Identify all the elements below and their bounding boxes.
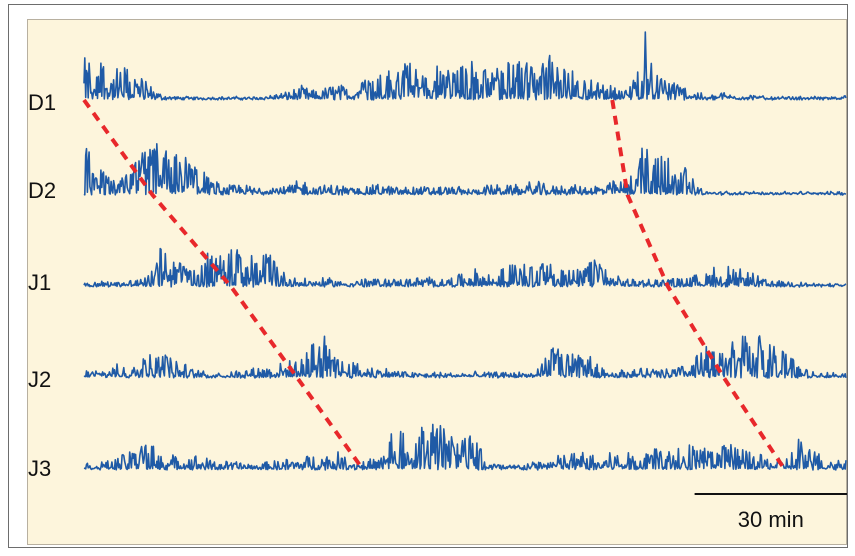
wave-line-1 [82,98,366,472]
series-label-d1: D1 [28,90,56,115]
trace-d2 [83,143,847,196]
trace-layer [83,31,847,471]
trace-d1 [83,31,847,101]
scale-bar-label: 30 min [738,507,804,532]
trace-j2 [83,335,847,379]
series-label-j2: J2 [28,367,51,392]
label-layer: D1 D2 J1 J2 J3 [28,90,56,481]
series-label-j1: J1 [28,270,51,295]
wave-line-2 [610,99,787,472]
series-label-j3: J3 [28,456,51,481]
wave-layer [82,98,787,472]
series-label-d2: D2 [28,178,56,203]
trace-j3 [83,423,847,471]
trace-j1 [83,247,847,288]
